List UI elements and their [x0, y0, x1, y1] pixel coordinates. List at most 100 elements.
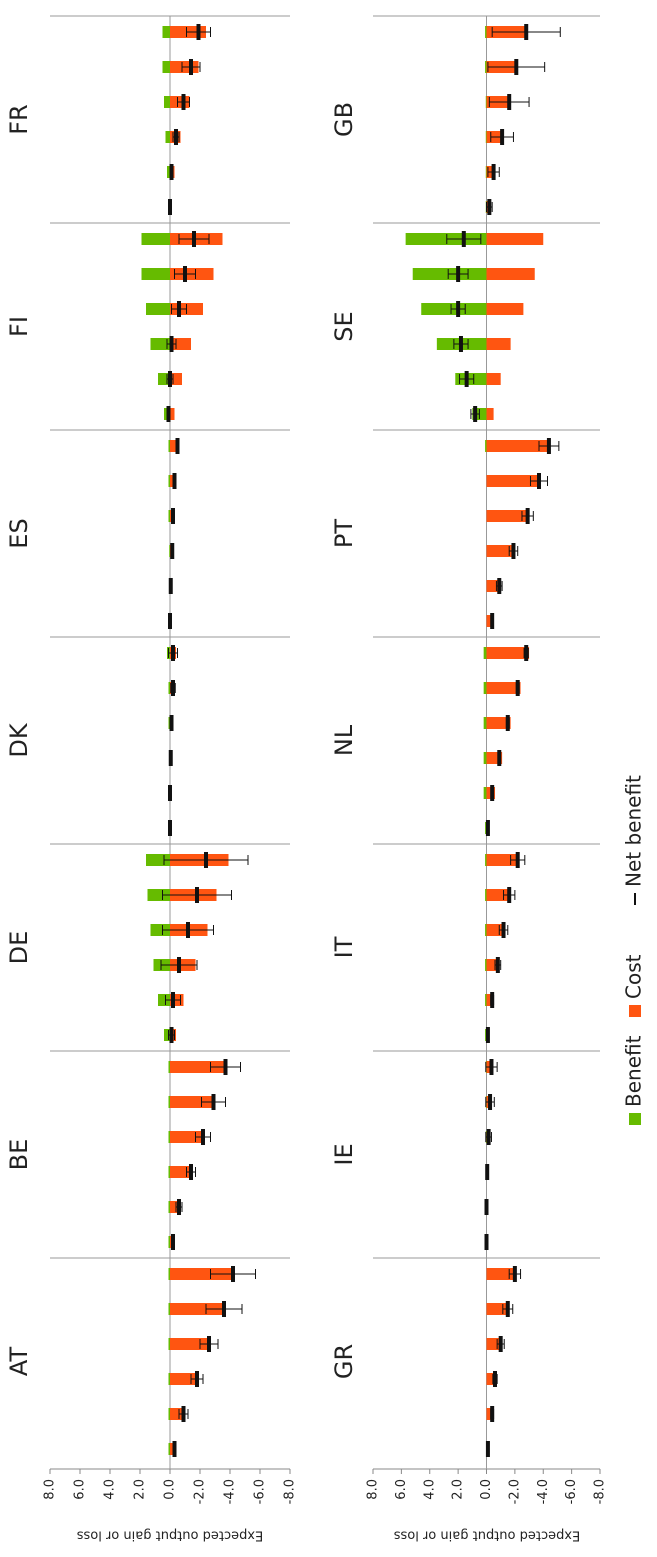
benefit-bar: [168, 475, 170, 487]
benefit-bar: [168, 1236, 170, 1248]
benefit-bar: [168, 1373, 170, 1385]
legend-label: Cost: [622, 954, 646, 999]
group-label: PT: [330, 519, 358, 548]
cost-bar: [486, 268, 535, 280]
cost-bar: [486, 440, 551, 452]
group-label: DK: [5, 722, 33, 757]
cost-bar: [170, 1303, 226, 1315]
benefit-bar: [168, 1166, 170, 1178]
cost-bar: [486, 373, 501, 385]
y-tick-label: -2.0: [507, 1479, 522, 1504]
cost-bar: [486, 1268, 515, 1280]
y-tick-label: -8.0: [283, 1479, 298, 1504]
benefit-bar: [169, 545, 170, 557]
cost-bar: [486, 682, 521, 694]
benefit-bar: [485, 96, 487, 108]
cost-bar: [486, 545, 514, 557]
benefit-bar: [168, 1096, 170, 1108]
benefit-bar: [483, 717, 487, 729]
benefit-bar: [485, 26, 487, 38]
y-tick-label: 4.0: [103, 1479, 118, 1500]
benefit-bar: [146, 303, 170, 315]
benefit-bar: [162, 61, 170, 73]
benefit-bar: [485, 994, 487, 1006]
benefit-bar: [483, 647, 487, 659]
benefit-bar: [168, 440, 170, 452]
cost-bar: [486, 233, 544, 245]
benefit-bar: [485, 959, 487, 971]
group-label: NL: [330, 724, 358, 756]
benefit-bar: [485, 131, 487, 143]
y-tick-label: 0.0: [479, 1479, 494, 1500]
benefit-bar: [141, 268, 170, 280]
cost-bar: [170, 408, 175, 420]
group-label: ES: [5, 518, 33, 548]
benefit-bar: [150, 338, 170, 350]
legend-swatch: [629, 1113, 641, 1125]
cost-bar: [486, 475, 541, 487]
benefit-bar: [168, 1338, 170, 1350]
benefit-bar: [485, 440, 487, 452]
y-tick-label: 6.0: [73, 1479, 88, 1500]
benefit-bar: [162, 26, 170, 38]
group-label: SE: [330, 311, 358, 341]
axis-title: Expected output gain or loss: [394, 1528, 581, 1543]
benefit-bar: [168, 1268, 170, 1280]
y-tick-label: -6.0: [564, 1479, 579, 1504]
benefit-bar: [485, 889, 487, 901]
group-label: FR: [5, 104, 33, 134]
legend-label: Net benefit: [622, 775, 646, 887]
cost-bar: [486, 338, 511, 350]
legend-swatch: [629, 1005, 641, 1017]
benefit-bar: [483, 752, 487, 764]
axis-title: Expected output gain or loss: [77, 1528, 264, 1543]
y-tick-label: -6.0: [253, 1479, 268, 1504]
cost-bar: [486, 889, 511, 901]
y-tick-label: -4.0: [223, 1479, 238, 1504]
group-label: FI: [5, 316, 33, 337]
benefit-bar: [168, 1303, 170, 1315]
group-label: DE: [5, 931, 33, 965]
y-tick-label: 0.0: [163, 1479, 178, 1500]
y-tick-label: 8.0: [43, 1479, 58, 1500]
benefit-bar: [485, 61, 487, 73]
benefit-bar: [150, 924, 170, 936]
benefit-bar: [485, 924, 487, 936]
benefit-bar: [164, 96, 170, 108]
cost-bar: [170, 1268, 235, 1280]
benefit-bar: [158, 994, 170, 1006]
benefit-bar: [483, 787, 487, 799]
benefit-bar: [485, 166, 487, 178]
cost-bar: [170, 1061, 227, 1073]
cost-bar: [170, 338, 191, 350]
benefit-bar: [168, 1201, 170, 1213]
benefit-bar: [168, 510, 170, 522]
benefit-bar: [485, 854, 487, 866]
benefit-bar: [167, 166, 170, 178]
y-tick-label: -2.0: [193, 1479, 208, 1504]
cost-bar: [486, 647, 530, 659]
cost-bar: [486, 408, 494, 420]
group-label: IT: [330, 936, 358, 958]
benefit-bar: [405, 233, 487, 245]
group-label: IE: [330, 1143, 358, 1165]
benefit-bar: [168, 682, 170, 694]
cost-bar: [486, 303, 524, 315]
legend-label: Benefit: [622, 1035, 646, 1107]
y-tick-label: 6.0: [394, 1479, 409, 1500]
group-label: GR: [330, 1344, 358, 1379]
benefit-bar: [168, 1131, 170, 1143]
y-tick-label: 2.0: [451, 1479, 466, 1500]
benefit-bar: [168, 1061, 170, 1073]
benefit-bar: [165, 131, 170, 143]
cost-bar: [170, 1096, 215, 1108]
group-label: AT: [5, 1347, 33, 1377]
y-tick-label: 2.0: [133, 1479, 148, 1500]
y-tick-label: -8.0: [593, 1479, 608, 1504]
benefit-bar: [483, 682, 487, 694]
cost-bar: [170, 1408, 185, 1420]
rotated-chart: Expected output gain or loss Expected ou…: [5, 15, 646, 1543]
y-tick-label: 8.0: [366, 1479, 381, 1500]
y-tick-label: -4.0: [536, 1479, 551, 1504]
